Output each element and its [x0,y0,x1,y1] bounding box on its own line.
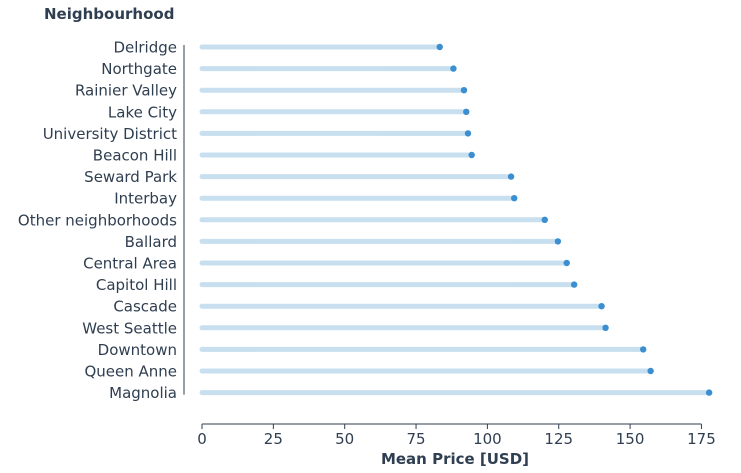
x-axis-title: Mean Price [USD] [381,450,529,468]
category-label: Rainier Valley [75,82,177,100]
x-tick-label: 0 [197,430,207,448]
category-label: Magnolia [109,384,177,402]
x-tick-label: 75 [406,430,425,448]
x-tick-label: 150 [616,430,645,448]
data-point [460,87,468,94]
category-label: University District [43,125,177,143]
data-point [598,303,605,310]
category-label: Interbay [114,190,177,208]
x-tick-label: 175 [687,430,716,448]
data-point [450,65,457,72]
stems-group [199,44,712,396]
category-label: Delridge [113,39,177,57]
category-label: Lake City [108,103,177,121]
category-label: Seward Park [84,168,177,186]
data-point [705,389,713,396]
x-tick-label: 50 [335,430,354,448]
category-label: Cascade [113,298,177,316]
data-point [436,43,443,51]
data-point [464,130,472,137]
data-point [463,108,470,116]
x-tick-label: 100 [473,430,502,448]
data-point [647,367,654,375]
category-label: Beacon Hill [93,147,177,165]
category-label: West Seattle [82,319,177,337]
x-ticks-group: 0 25 50 75 100 125 150 175 [197,424,716,448]
dots-group [436,43,713,396]
category-labels: Delridge Northgate Rainier Valley Lake City… [18,39,177,403]
category-label: Capitol Hill [96,276,177,294]
data-point [563,259,570,267]
data-point [511,195,518,202]
y-axis-title: Neighbourhood [44,5,174,23]
category-label: Northgate [101,60,177,78]
category-label: Queen Anne [84,363,177,381]
data-point [554,238,562,245]
x-tick-label: 125 [544,430,573,448]
data-point [468,151,475,159]
data-point [602,324,609,331]
data-point [507,173,515,180]
data-point [541,216,548,223]
x-tick-label: 25 [264,430,283,448]
data-point [640,346,647,353]
category-label: Ballard [125,233,177,251]
category-label: Downtown [98,341,177,359]
category-label: Central Area [83,255,177,273]
category-label: Other neighborhoods [18,211,177,229]
data-point [570,281,578,288]
